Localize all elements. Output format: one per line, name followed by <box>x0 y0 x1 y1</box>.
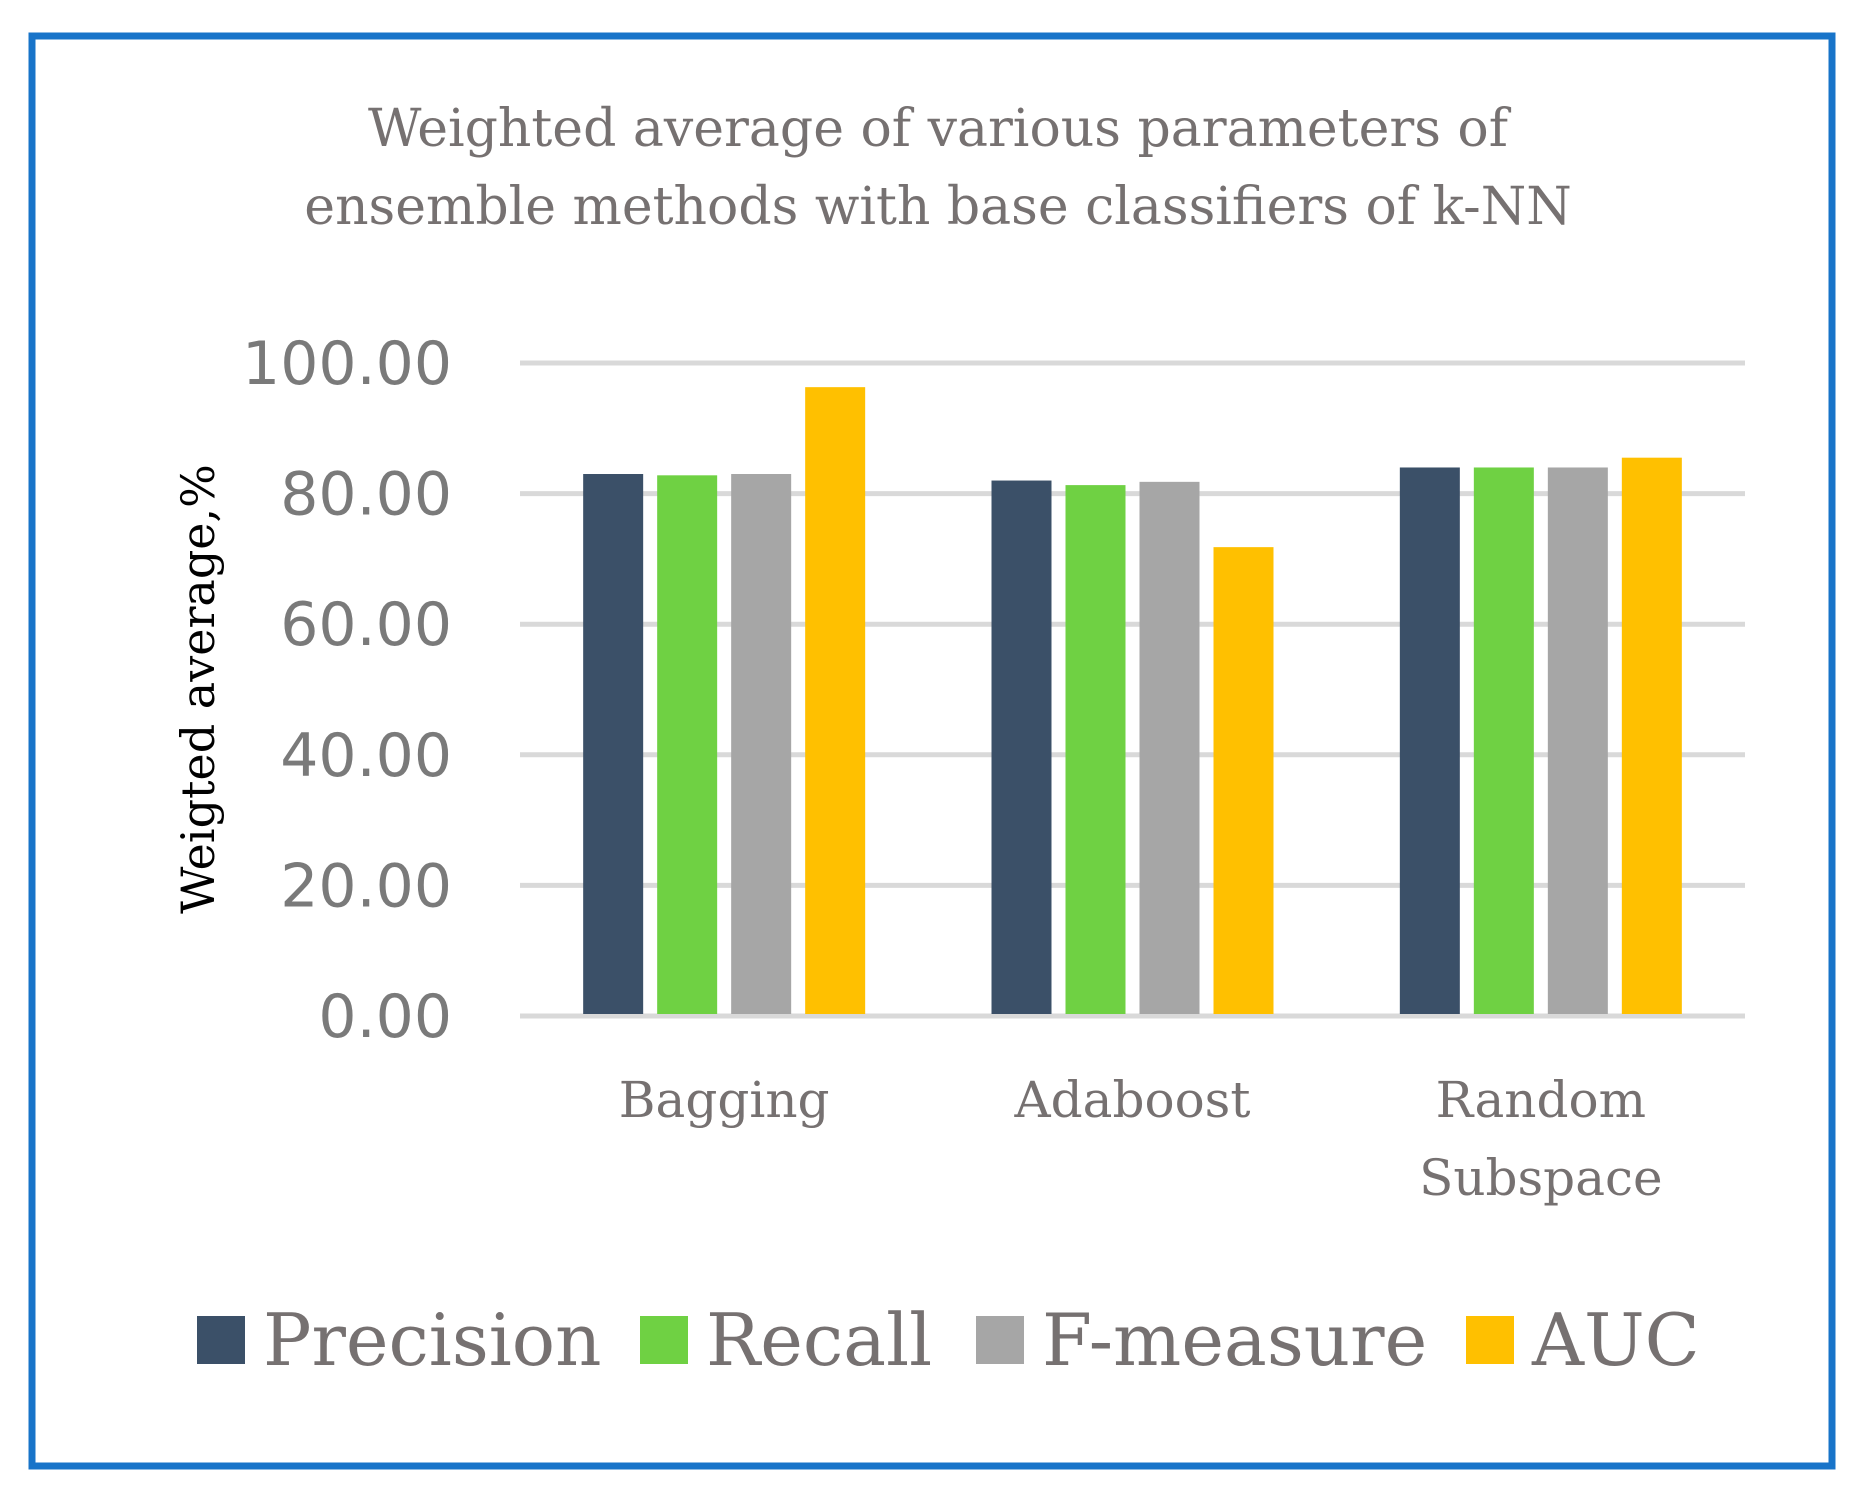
bar-f-measure <box>1139 481 1200 1014</box>
x-tick-label: Adaboost <box>1014 1071 1251 1129</box>
bar-auc <box>1213 547 1274 1014</box>
bar-precision <box>1399 467 1460 1015</box>
y-tick-label: 60.00 <box>280 590 452 660</box>
bars <box>583 387 1682 1015</box>
y-axis-ticks: 0.00 20.00 40.00 60.00 80.00 100.00 <box>242 329 452 1052</box>
y-tick-label: 100.00 <box>242 329 452 399</box>
y-tick-label: 0.00 <box>318 982 452 1052</box>
bar-auc <box>805 387 866 1014</box>
gridlines <box>520 360 1745 1019</box>
legend-swatch <box>976 1316 1024 1364</box>
legend-swatch <box>197 1316 245 1364</box>
bar-precision <box>991 480 1052 1014</box>
y-tick-label: 20.00 <box>280 851 452 921</box>
legend-label: Recall <box>706 1298 932 1382</box>
x-tick-label: Subspace <box>1419 1149 1663 1207</box>
chart-title-line: Weighted average of various parameters o… <box>368 99 1512 159</box>
legend-label: F-measure <box>1042 1298 1427 1382</box>
bar-f-measure <box>1547 467 1608 1015</box>
y-tick-label: 80.00 <box>280 460 452 530</box>
x-tick-label: Bagging <box>619 1071 830 1129</box>
x-axis-ticks: Bagging Adaboost Random Subspace <box>619 1071 1663 1207</box>
y-axis-label: Weigted average,% <box>171 464 225 914</box>
legend: Precision Recall F-measure AUC <box>197 1298 1700 1382</box>
x-tick-label: Random <box>1436 1071 1646 1129</box>
legend-swatch <box>1466 1316 1514 1364</box>
bar-precision <box>583 474 644 1014</box>
y-tick-label: 40.00 <box>280 721 452 791</box>
bar-recall <box>1473 467 1534 1015</box>
y-axis-title: Weigted average,% <box>171 464 225 914</box>
bar-recall <box>657 475 718 1014</box>
bar-auc <box>1621 457 1682 1014</box>
bar-f-measure <box>731 474 792 1014</box>
chart-title: Weighted average of various parameters o… <box>304 99 1571 237</box>
legend-label: AUC <box>1531 1298 1700 1382</box>
legend-swatch <box>640 1316 688 1364</box>
bar-recall <box>1065 485 1126 1015</box>
chart-title-line: ensemble methods with base classifiers o… <box>304 177 1571 237</box>
legend-label: Precision <box>263 1298 602 1382</box>
